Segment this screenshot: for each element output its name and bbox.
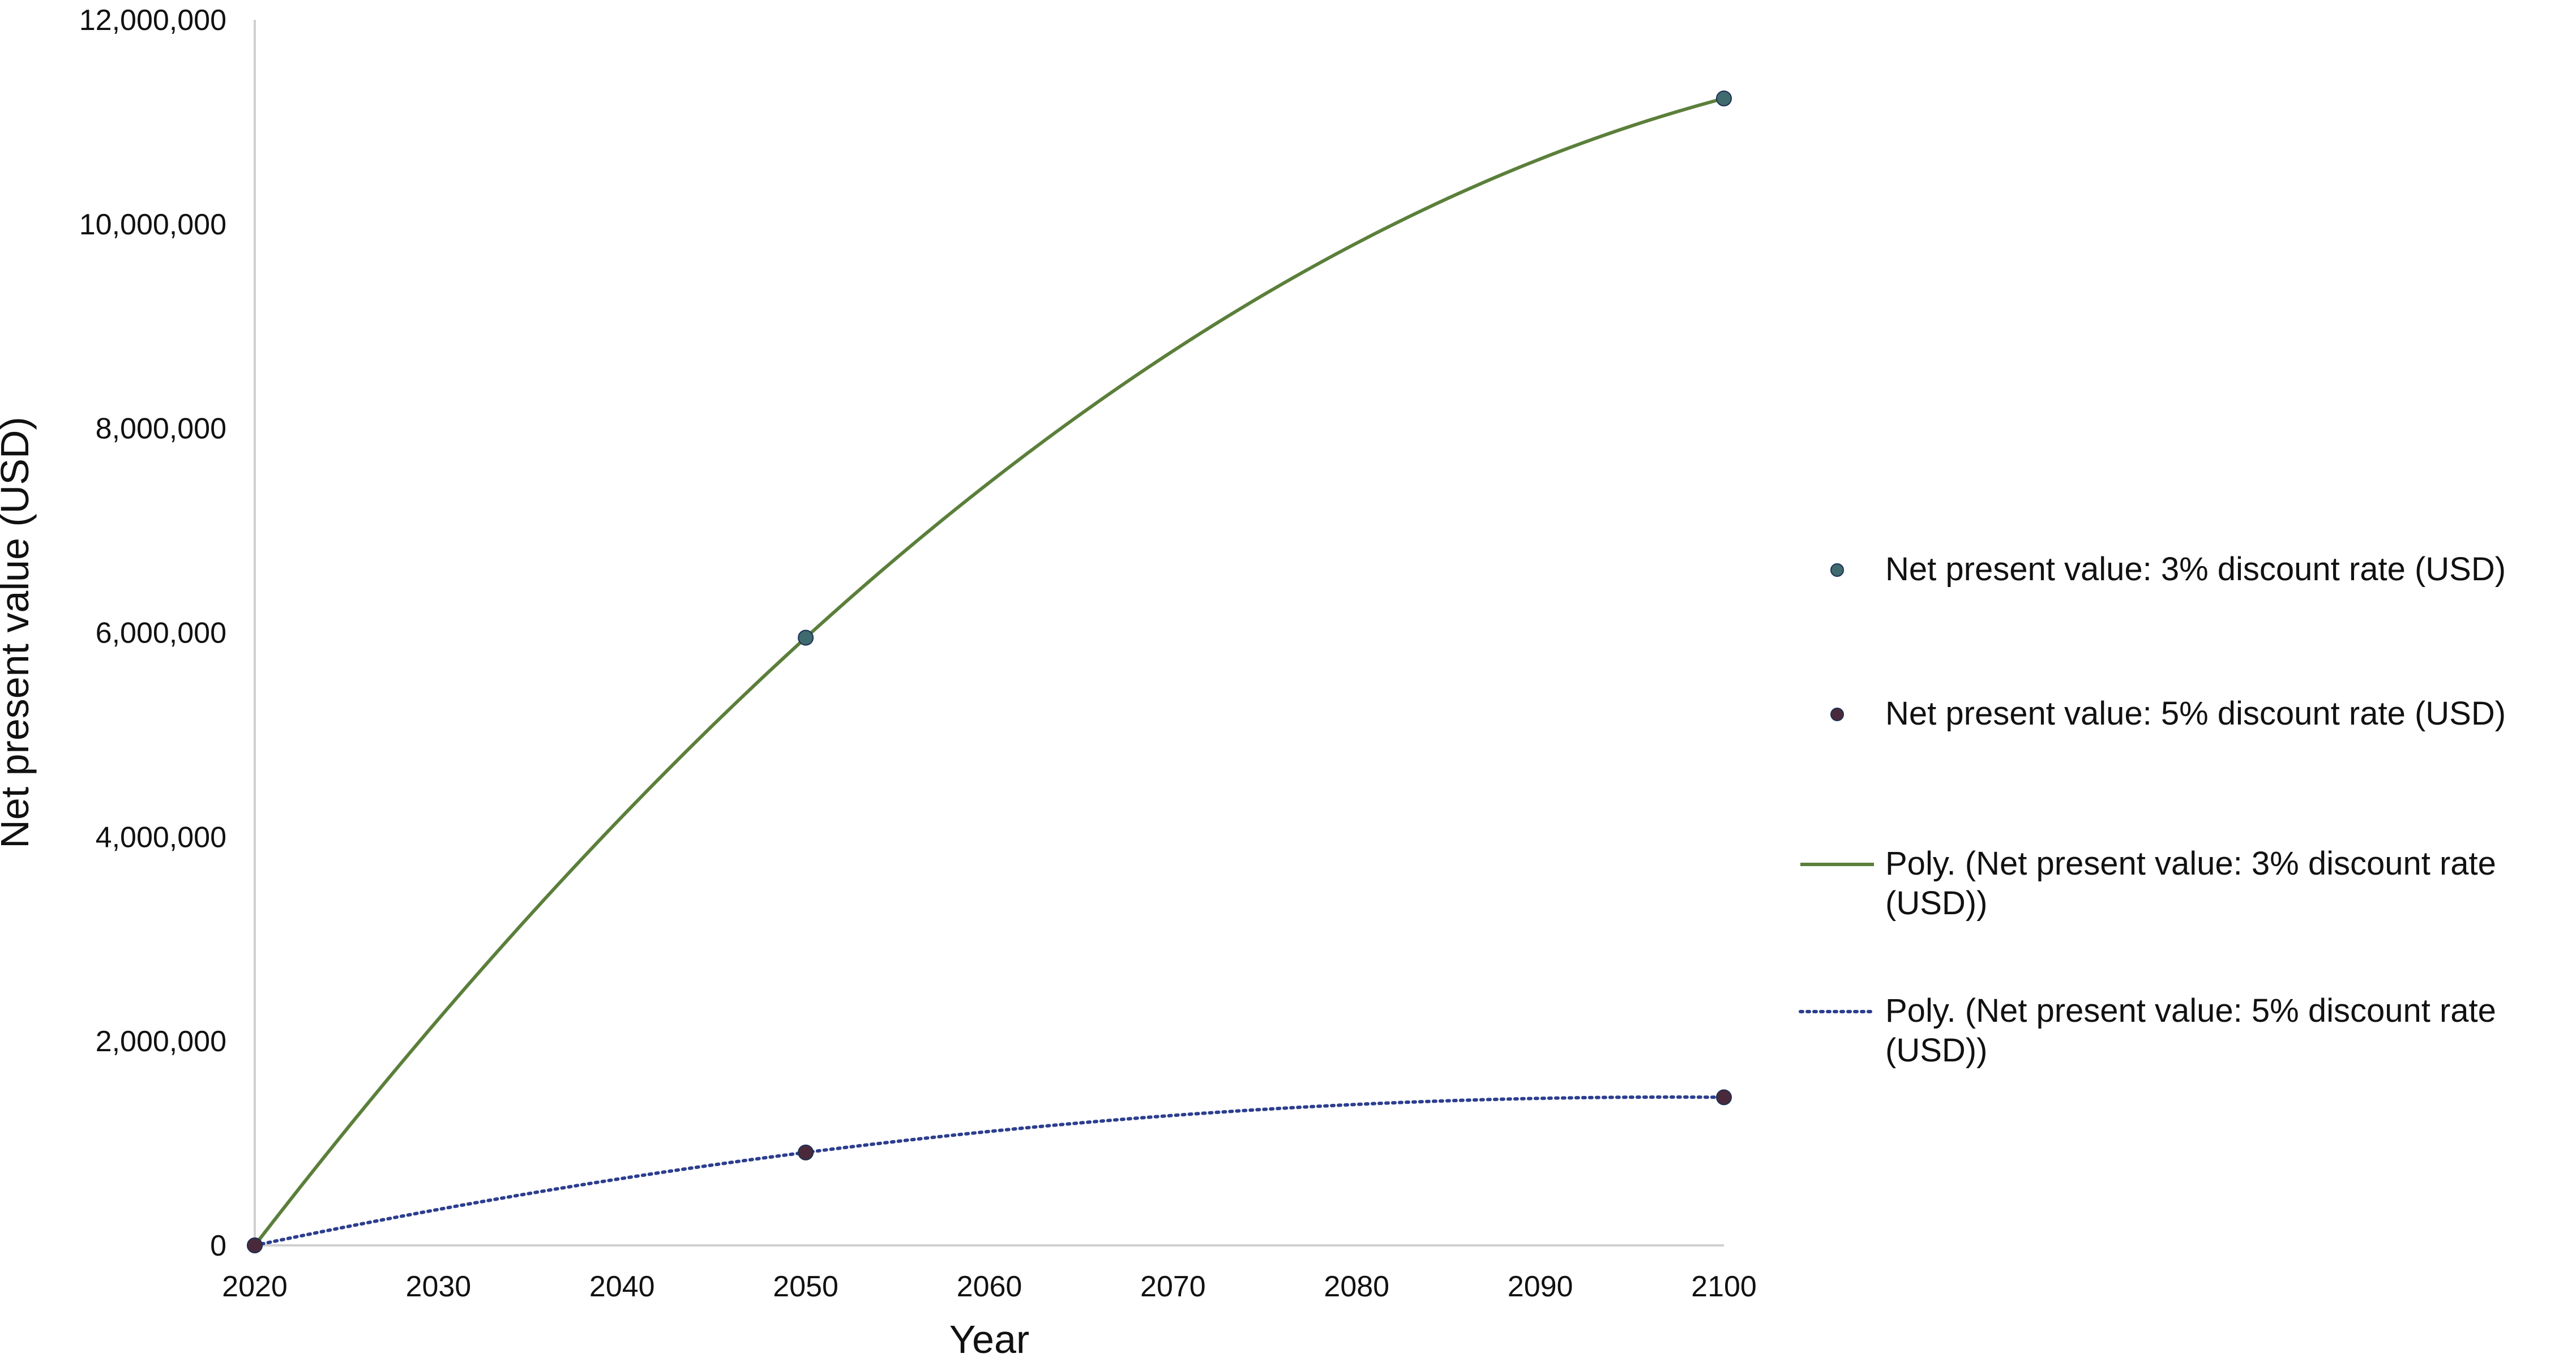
y-tick-label: 4,000,000 bbox=[96, 821, 226, 854]
y-tick-label: 8,000,000 bbox=[96, 413, 226, 446]
x-tick-label: 2100 bbox=[1691, 1270, 1757, 1303]
legend: Net present value: 3% discount rate (USD… bbox=[1799, 551, 2506, 1069]
legend-label: Poly. (Net present value: 5% discount ra… bbox=[1885, 992, 2496, 1029]
trendline-series-3 bbox=[253, 1095, 1726, 1247]
legend-item: Poly. (Net present value: 3% discount ra… bbox=[1800, 845, 2496, 922]
x-tick-label: 2030 bbox=[406, 1270, 472, 1303]
x-axis-title: Year bbox=[949, 1317, 1029, 1361]
x-tick-label: 2070 bbox=[1140, 1270, 1206, 1303]
y-tick-label: 6,000,000 bbox=[96, 617, 226, 650]
legend-item: Net present value: 3% discount rate (USD… bbox=[1830, 551, 2506, 588]
x-tick-label: 2050 bbox=[773, 1270, 838, 1303]
legend-label: Poly. (Net present value: 3% discount ra… bbox=[1885, 845, 2496, 882]
legend-item: Net present value: 5% discount rate (USD… bbox=[1830, 695, 2506, 732]
x-tick-label: 2090 bbox=[1508, 1270, 1573, 1303]
data-point-series-1 bbox=[798, 1144, 814, 1160]
data-point-series-0 bbox=[1716, 90, 1732, 106]
axes bbox=[254, 20, 1724, 1247]
legend-label: Net present value: 5% discount rate (USD… bbox=[1885, 695, 2506, 732]
x-tick-label: 2080 bbox=[1324, 1270, 1389, 1303]
trendline-series-2 bbox=[253, 97, 1725, 1247]
legend-label: (USD)) bbox=[1885, 1032, 1987, 1069]
legend-marker bbox=[1830, 708, 1844, 721]
y-tick-label: 0 bbox=[210, 1230, 226, 1262]
x-tick-label: 2020 bbox=[222, 1270, 288, 1303]
y-tick-labels: 0 2,000,000 4,000,000 6,000,000 8,000,000 10,… bbox=[79, 4, 226, 1262]
legend-label: (USD)) bbox=[1885, 885, 1987, 922]
x-tick-labels: 2020 2030 2040 2050 2060 2070 2080 2090 2100 bbox=[222, 1270, 1757, 1303]
legend-item: Poly. (Net present value: 5% discount ra… bbox=[1799, 992, 2496, 1069]
trendlines bbox=[253, 97, 1726, 1247]
y-axis-title: Net present value (USD) bbox=[0, 417, 37, 849]
y-tick-label: 10,000,000 bbox=[79, 208, 226, 241]
x-tick-label: 2060 bbox=[957, 1270, 1022, 1303]
x-tick-label: 2040 bbox=[589, 1270, 655, 1303]
data-points bbox=[247, 90, 1732, 1253]
y-tick-label: 12,000,000 bbox=[79, 4, 226, 37]
legend-marker bbox=[1830, 563, 1844, 577]
data-point-series-1 bbox=[1716, 1089, 1732, 1106]
data-point-series-0 bbox=[798, 629, 814, 646]
data-point-series-1 bbox=[247, 1237, 263, 1253]
y-tick-label: 2,000,000 bbox=[96, 1025, 226, 1058]
legend-label: Net present value: 3% discount rate (USD… bbox=[1885, 551, 2506, 588]
